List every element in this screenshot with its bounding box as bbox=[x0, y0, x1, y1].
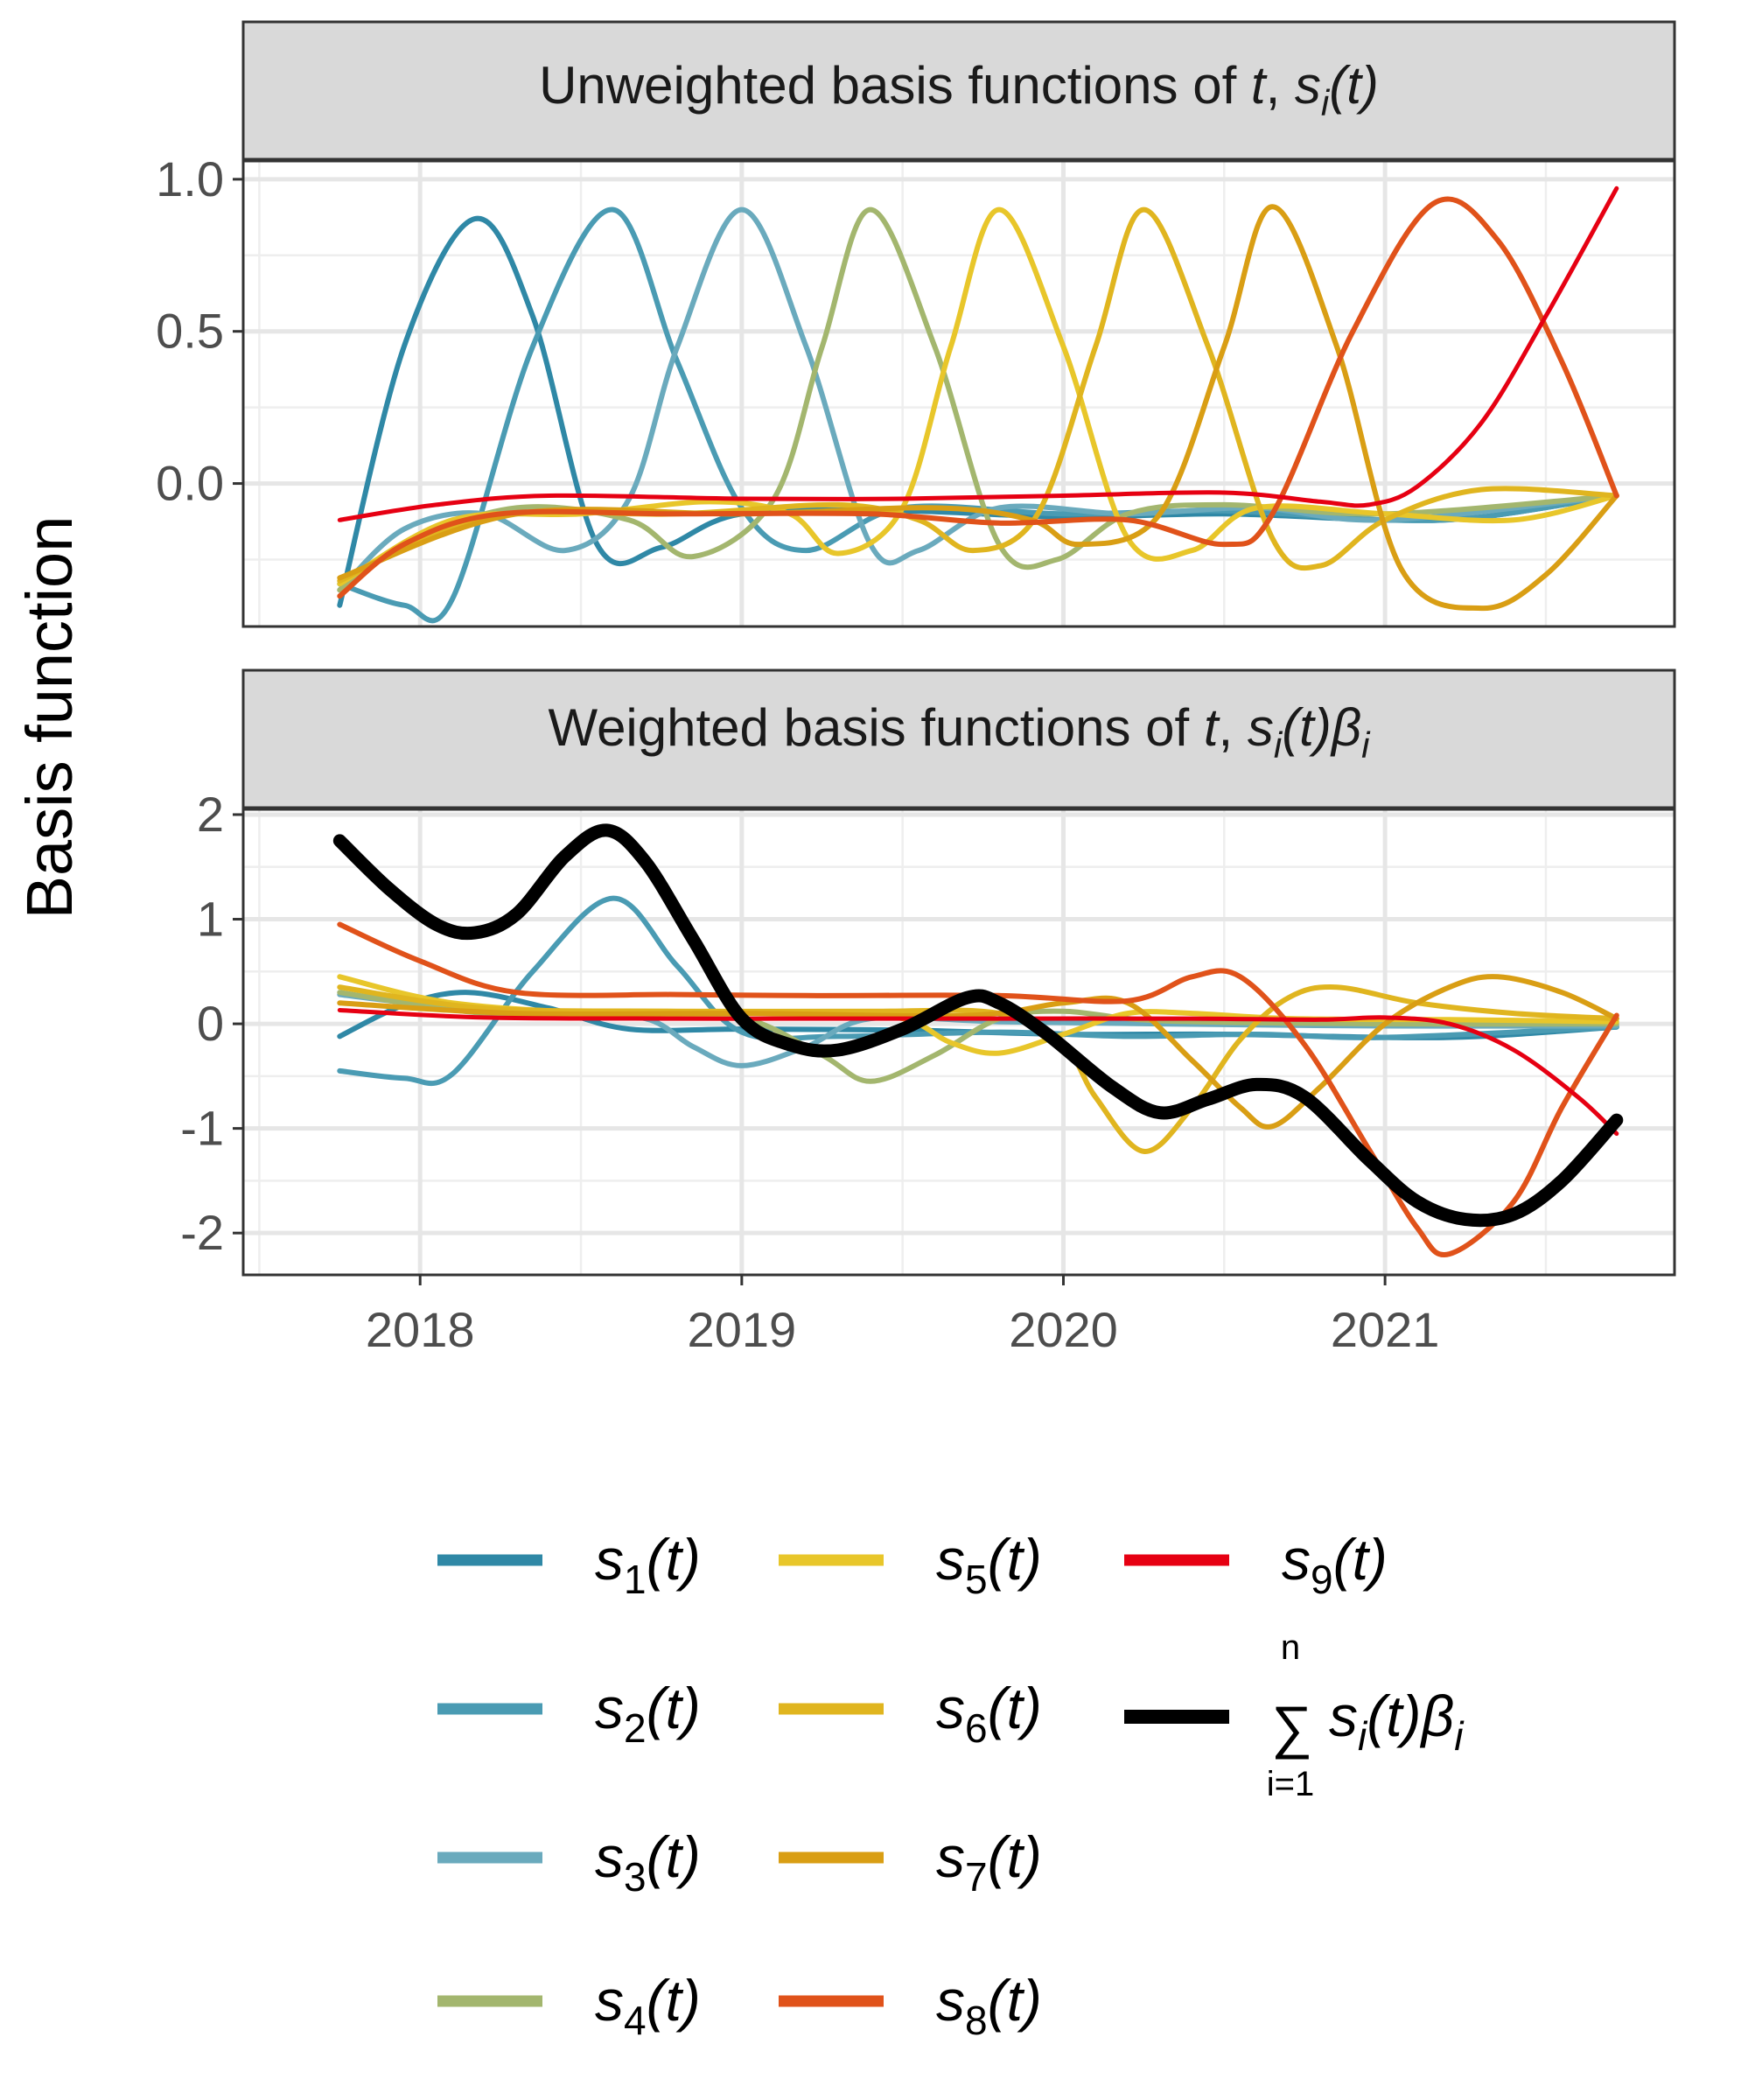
legend-label-s4: s4(t) bbox=[595, 1968, 701, 2043]
legend-label-s9: s9(t) bbox=[1282, 1527, 1388, 1602]
series-line-s9 bbox=[337, 1008, 1619, 1137]
y-tick-label: 1 bbox=[197, 892, 224, 947]
series-line-s4 bbox=[337, 206, 1619, 593]
y-tick-label: -2 bbox=[180, 1205, 224, 1260]
legend-label-s1: s1(t) bbox=[595, 1527, 701, 1602]
legend-sum-lower: i=1 bbox=[1267, 1765, 1315, 1803]
legend-label-s3: s3(t) bbox=[595, 1824, 701, 1900]
legend-sum-sigma: ∑ bbox=[1269, 1694, 1311, 1760]
series-line-s5 bbox=[337, 206, 1619, 587]
y-tick-label: 0.5 bbox=[156, 304, 224, 359]
facet-strip-weighted-title: Weighted basis functions of t, si(t)βi bbox=[549, 698, 1372, 766]
series-line-s7 bbox=[337, 974, 1619, 1130]
panel-weighted: Weighted basis functions of t, si(t)βi 2… bbox=[180, 668, 1676, 1277]
series-weighted bbox=[332, 823, 1624, 1258]
x-tick-label: 2018 bbox=[366, 1302, 475, 1357]
series-line-s6 bbox=[337, 206, 1619, 584]
x-axis: 2018 2019 2020 2021 bbox=[366, 1275, 1439, 1357]
facet-strip-unweighted bbox=[241, 20, 1676, 161]
y-tick-label: 2 bbox=[197, 787, 224, 842]
series-line-s3 bbox=[337, 206, 1619, 593]
series-line-s9 bbox=[337, 186, 1619, 522]
y-tick-label: 0.0 bbox=[156, 456, 224, 511]
series-line-s8 bbox=[337, 921, 1619, 1258]
grid-unweighted bbox=[243, 161, 1675, 626]
x-tick-label: 2020 bbox=[1009, 1302, 1118, 1357]
y-axis-unweighted: 1.0 0.5 0.0 bbox=[156, 151, 243, 511]
panel-unweighted: Unweighted basis functions of t, si(t) 1… bbox=[156, 20, 1676, 628]
y-tick-label: 1.0 bbox=[156, 151, 224, 206]
y-tick-label: -1 bbox=[180, 1101, 224, 1156]
x-tick-label: 2019 bbox=[688, 1302, 797, 1357]
legend-label-s7: s7(t) bbox=[936, 1824, 1042, 1900]
panel-border-unweighted bbox=[241, 159, 1676, 628]
series-line-s1 bbox=[337, 215, 1619, 608]
facet-strip-unweighted-title: Unweighted basis functions of t, si(t) bbox=[539, 56, 1379, 123]
facet-strip-weighted bbox=[241, 668, 1676, 809]
y-tick-label: 0 bbox=[197, 996, 224, 1051]
legend-label-s8: s8(t) bbox=[936, 1968, 1042, 2043]
series-line-sum bbox=[332, 823, 1624, 1228]
y-axis-weighted: 2 1 0 -1 -2 bbox=[180, 787, 243, 1260]
panel-border-weighted bbox=[241, 808, 1676, 1277]
legend-label-s6: s6(t) bbox=[936, 1676, 1042, 1751]
legend-sum-upper: n bbox=[1281, 1628, 1300, 1667]
legend-label-sum: si(t)βi bbox=[1329, 1684, 1465, 1759]
legend: s1(t) s2(t) s3(t) s4(t) s5(t) s6(t) s7(t) s8(t)… bbox=[437, 1527, 1465, 2043]
series-unweighted bbox=[337, 186, 1619, 624]
y-axis-label: Basis function bbox=[13, 516, 86, 920]
legend-label-s2: s2(t) bbox=[595, 1676, 701, 1751]
legend-label-s5: s5(t) bbox=[936, 1527, 1042, 1602]
x-tick-label: 2021 bbox=[1331, 1302, 1440, 1357]
series-line-s8 bbox=[337, 196, 1619, 599]
